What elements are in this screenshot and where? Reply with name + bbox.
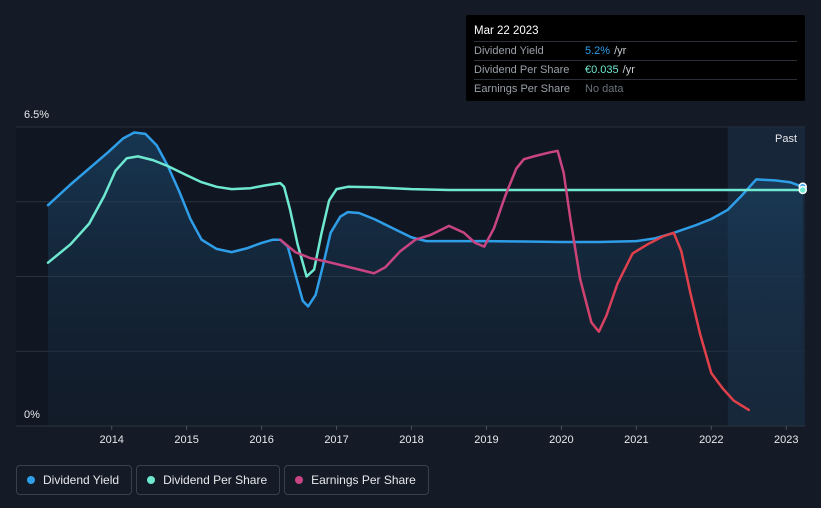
x-tick-label: 2022 bbox=[699, 434, 723, 446]
dividend-per-share-end-marker[interactable] bbox=[798, 185, 808, 195]
tooltip-label: Earnings Per Share bbox=[474, 83, 570, 95]
tooltip-row-earnings-per-share: Earnings Per Share No data bbox=[474, 79, 797, 98]
tooltip-row-dividend-yield: Dividend Yield 5.2% /yr bbox=[474, 41, 797, 60]
tooltip-value: No data bbox=[585, 83, 624, 95]
legend-label: Earnings Per Share bbox=[311, 473, 416, 487]
dividend-yield-area bbox=[48, 132, 803, 426]
tooltip-label: Dividend Yield bbox=[474, 45, 544, 57]
dividend-per-share-line bbox=[46, 155, 805, 278]
tooltip-date: Mar 22 2023 bbox=[474, 25, 539, 37]
x-tick-label: 2015 bbox=[174, 434, 198, 446]
tooltip-unit: /yr bbox=[614, 45, 627, 57]
x-tick-label: 2016 bbox=[249, 434, 273, 446]
x-tick-label: 2017 bbox=[324, 434, 348, 446]
x-tick-label: 2014 bbox=[99, 434, 123, 446]
x-tick-label: 2020 bbox=[549, 434, 573, 446]
y-tick-label-top: 6.5% bbox=[24, 109, 49, 121]
legend-item-earnings-per-share[interactable]: Earnings Per Share bbox=[284, 465, 429, 495]
y-tick-label-bottom: 0% bbox=[24, 409, 40, 421]
legend: Dividend Yield Dividend Per Share Earnin… bbox=[16, 465, 429, 495]
x-tick-label: 2023 bbox=[774, 434, 798, 446]
legend-dot-icon bbox=[147, 476, 156, 484]
legend-dot-icon bbox=[295, 476, 304, 484]
legend-dot-icon bbox=[27, 476, 35, 484]
tooltip-unit: /yr bbox=[622, 64, 635, 76]
dividend-yield-line bbox=[46, 131, 805, 308]
earnings-per-share-line bbox=[279, 149, 751, 412]
x-tick-label: 2021 bbox=[624, 434, 648, 446]
x-tick-label: 2019 bbox=[474, 434, 498, 446]
legend-label: Dividend Per Share bbox=[163, 473, 268, 487]
legend-item-dividend-per-share[interactable]: Dividend Per Share bbox=[136, 465, 281, 495]
tooltip-row-dividend-per-share: Dividend Per Share €0.035 /yr bbox=[474, 60, 797, 79]
past-label: Past bbox=[775, 133, 797, 145]
x-tick-label: 2018 bbox=[399, 434, 423, 446]
x-axis-ticks: 2014 2015 2016 2017 2018 2019 2020 2021 2022 2023 bbox=[99, 426, 799, 446]
legend-label: Dividend Yield bbox=[43, 473, 120, 487]
tooltip-value: €0.035 bbox=[585, 64, 619, 76]
legend-item-dividend-yield[interactable]: Dividend Yield bbox=[16, 465, 133, 495]
tooltip: Mar 22 2023 Dividend Yield 5.2% /yr Divi… bbox=[466, 15, 805, 101]
tooltip-label: Dividend Per Share bbox=[474, 64, 570, 76]
tooltip-value: 5.2% bbox=[585, 45, 611, 57]
